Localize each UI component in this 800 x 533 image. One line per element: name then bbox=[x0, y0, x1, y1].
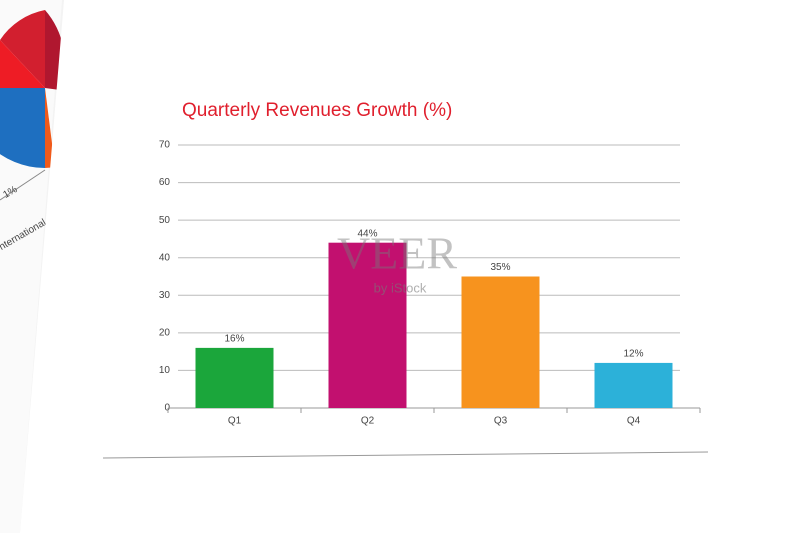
y-tick-label: 30 bbox=[159, 290, 171, 301]
y-tick-label: 20 bbox=[159, 327, 171, 338]
y-tick-label: 10 bbox=[159, 365, 171, 376]
watermark: by iStock bbox=[374, 280, 427, 295]
bar bbox=[461, 276, 540, 408]
value-label: 44% bbox=[357, 228, 377, 239]
x-tick-label: Q1 bbox=[228, 416, 242, 427]
y-tick-label: 0 bbox=[164, 403, 170, 414]
bottom-rule bbox=[102, 451, 709, 459]
value-label: 12% bbox=[623, 349, 643, 360]
y-tick-label: 70 bbox=[159, 140, 171, 151]
side-sheet: 1% nternational bbox=[0, 0, 65, 533]
y-tick-label: 40 bbox=[159, 252, 171, 263]
y-tick-label: 60 bbox=[159, 177, 171, 188]
watermark: VEER bbox=[337, 228, 457, 279]
value-label: 16% bbox=[224, 334, 244, 345]
x-tick-label: Q3 bbox=[494, 416, 508, 427]
bar bbox=[195, 347, 274, 408]
bar bbox=[594, 362, 673, 408]
value-label: 35% bbox=[490, 262, 510, 273]
x-tick-label: Q4 bbox=[627, 416, 641, 427]
bar bbox=[328, 242, 407, 408]
chart-title: Quarterly Revenues Growth (%) bbox=[182, 100, 452, 121]
x-tick-label: Q2 bbox=[361, 416, 375, 427]
plot: 0 10 20 30 40 50 60 70 Q1 16% Q2 44% Q3 35% Q4 12% bbox=[159, 140, 701, 427]
y-tick-label: 50 bbox=[159, 215, 171, 226]
